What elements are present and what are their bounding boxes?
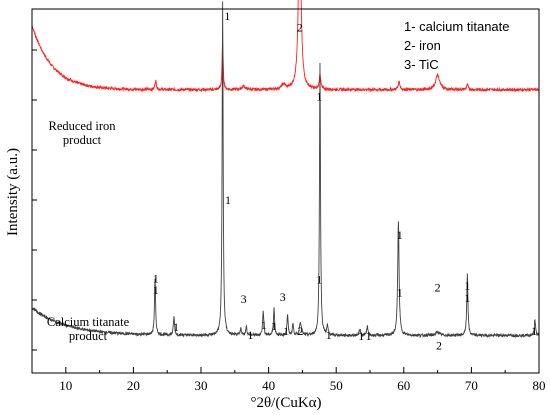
peak-label: 1 xyxy=(358,329,364,343)
peak-label: 1 xyxy=(153,272,159,286)
y-axis-title: Intensity (a.u.) xyxy=(5,148,21,236)
plot-frame xyxy=(31,8,540,374)
peak-label: 1 xyxy=(225,193,231,207)
peak-label: 2 xyxy=(436,338,442,352)
x-tick-label: 10 xyxy=(59,378,72,393)
x-tick-label: 70 xyxy=(465,378,478,393)
axes-layer xyxy=(31,8,540,374)
peak-label: 1 xyxy=(153,283,159,297)
peak-label: 2 xyxy=(297,21,303,35)
peak-label: 1 xyxy=(326,328,332,342)
legend: 1- calcium titanate 2- iron 3- TiC xyxy=(404,19,510,72)
peak-label: 1 xyxy=(464,291,470,305)
peak-label: 1 xyxy=(366,329,372,343)
peak-label: 1 xyxy=(247,328,253,342)
legend-entry: 3- TiC xyxy=(404,57,439,72)
peak-label: 1 xyxy=(316,90,322,104)
x-tick-label: 50 xyxy=(330,378,343,393)
peak-label: 1 xyxy=(224,9,230,23)
peak-label: 2 xyxy=(297,324,303,338)
peak-label: 3 xyxy=(241,292,247,306)
series-line xyxy=(31,0,540,93)
peak-label: 2 xyxy=(435,281,441,295)
sample-label: Calcium titanate product xyxy=(47,315,130,343)
peak-label: 3 xyxy=(280,290,286,304)
peak-label: 1 xyxy=(283,324,289,338)
x-axis-title: °2θ/(CuKα) xyxy=(250,395,321,411)
sample-label-line: Calcium titanate xyxy=(47,315,130,329)
series-layer xyxy=(31,0,540,339)
peak-label: 1 xyxy=(271,319,277,333)
peak-label: 1 xyxy=(531,324,537,338)
x-tick-label: 40 xyxy=(262,378,275,393)
x-tick-label: 80 xyxy=(533,378,546,393)
peak-label: 1 xyxy=(397,285,403,299)
sample-label-line: Reduced iron xyxy=(49,119,117,133)
legend-entry: 1- calcium titanate xyxy=(404,19,510,34)
x-tick-label: 20 xyxy=(127,378,140,393)
series-line xyxy=(31,1,540,339)
sample-label-line: product xyxy=(63,133,102,147)
legend-entry: 2- iron xyxy=(404,38,441,53)
peak-label: 1 xyxy=(173,320,179,334)
x-tick-label: 30 xyxy=(195,378,208,393)
peak-label: 1 xyxy=(316,273,322,287)
sample-label: Reduced iron product xyxy=(49,119,117,147)
peak-label: 1 xyxy=(464,278,470,292)
peak-label: 1 xyxy=(397,228,403,242)
ticks-layer: 10 20 30 40 50 60 70 80 xyxy=(31,49,546,393)
x-tick-label: 60 xyxy=(397,378,410,393)
peak-label: 1 xyxy=(261,318,267,332)
sample-label-line: product xyxy=(69,329,108,343)
